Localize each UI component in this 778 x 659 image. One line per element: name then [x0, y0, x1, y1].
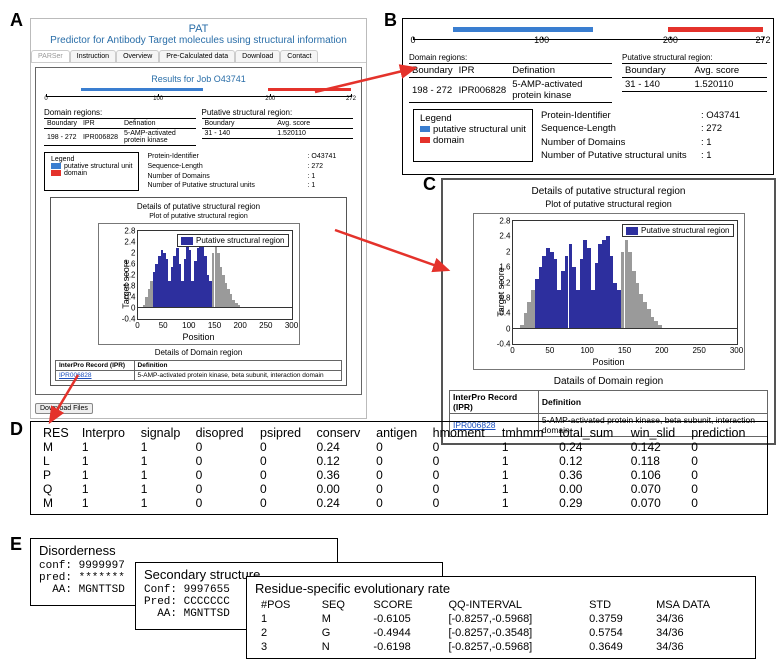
swatch-red	[420, 137, 430, 143]
region-columns-b: Domain regions: BoundaryIPRDefination 19…	[409, 53, 767, 103]
results-title: Results for Job O43741	[40, 74, 357, 84]
putative-region-col-b: Putative structural region: BoundaryAvg.…	[622, 53, 767, 103]
figure-root: A B C D E PAT Predictor for Antibody Tar…	[10, 10, 768, 646]
tab-parser[interactable]: PARSer	[31, 50, 70, 62]
legend-box: Legend putative structural unit domain P…	[44, 152, 353, 191]
tab-precalc[interactable]: Pre-Calculated data	[159, 50, 235, 62]
legend-meta-b: Protein-Identifier: O43741Sequence-Lengt…	[541, 109, 740, 162]
legend-title: Legend	[51, 156, 132, 163]
download-button[interactable]: Download Files	[35, 403, 93, 414]
panel-c-zoom: Details of putative structural region Pl…	[441, 178, 776, 445]
tab-contact[interactable]: Contact	[280, 50, 318, 62]
putative-region-col: Putative structural region: BoundaryAvg.…	[202, 108, 354, 146]
domain-regions-title: Domain regions:	[44, 108, 196, 117]
putative-region-title: Putative structural region:	[202, 108, 354, 117]
tab-instruction[interactable]: Instruction	[70, 50, 116, 62]
panel-b-zoom: 0100200272 Domain regions: BoundaryIPRDe…	[402, 18, 774, 175]
label-a: A	[10, 10, 23, 31]
legend-meta: Protein-Identifier: O43741Sequence-Lengt…	[147, 152, 336, 191]
tab-overview[interactable]: Overview	[116, 50, 159, 62]
label-b: B	[384, 10, 397, 31]
win-evolutionary-rate: Residue-specific evolutionary rate #POSS…	[246, 576, 756, 659]
app-subtitle: Predictor for Antibody Target molecules …	[31, 35, 366, 46]
sequence-ruler-a: 0100200272	[46, 88, 351, 102]
panel-e-windows: Disorderness conf: 9999997 pred: *******…	[30, 538, 750, 646]
domain-regions-col: Domain regions: BoundaryIPRDefination 19…	[44, 108, 196, 146]
legend-item-putative: putative structural unit	[51, 163, 132, 170]
results-panel: Results for Job O43741 0100200272 Domain…	[35, 67, 362, 395]
details-title-c: Details of putative structural region	[449, 186, 768, 197]
legend-item-domain: domain	[51, 170, 132, 177]
plot-title-c: Plot of putative structural region	[449, 199, 768, 209]
legend-left: Legend putative structural unit domain	[44, 152, 139, 191]
label-d: D	[10, 419, 23, 440]
sequence-ruler-b: 0100200272	[413, 27, 763, 45]
swatch-blue	[420, 126, 430, 132]
details-box-a: Details of putative structural region Pl…	[50, 197, 347, 386]
label-e: E	[10, 534, 22, 555]
residue-data-table: RESInterprosignalpdisopredpsipredconserv…	[39, 426, 759, 510]
domain-details-title: Details of Domain region	[55, 348, 342, 357]
tab-download[interactable]: Download	[235, 50, 280, 62]
swatch-blue	[51, 163, 61, 169]
domain-details-title-c: Datails of Domain region	[449, 376, 768, 387]
label-c: C	[423, 174, 436, 195]
chart-a: -0.400.40.81.21.622.42.80501001502002503…	[98, 223, 300, 345]
chart-c: -0.400.40.81.21.622.42.80501001502002503…	[473, 213, 745, 370]
ipr-link[interactable]: IPR006828	[59, 372, 92, 379]
plot-title: Plot of putative structural region	[55, 213, 342, 220]
evolutionary-rate-table: #POSSEQSCOREQQ-INTERVALSTDMSA DATA1M-0.6…	[255, 598, 747, 654]
domain-details-table: InterPro Record (IPR)Definition IPR00682…	[55, 360, 342, 381]
tab-bar: PARSer Instruction Overview Pre-Calculat…	[31, 50, 366, 63]
details-title: Details of putative structural region	[55, 202, 342, 211]
panel-d-table: RESInterprosignalpdisopredpsipredconserv…	[30, 421, 768, 515]
panel-a-app: PAT Predictor for Antibody Target molecu…	[30, 18, 367, 419]
legend-box-b: Legend putative structural unit domain P…	[413, 109, 763, 162]
region-columns: Domain regions: BoundaryIPRDefination 19…	[44, 108, 353, 146]
swatch-red	[51, 170, 61, 176]
domain-regions-col-b: Domain regions: BoundaryIPRDefination 19…	[409, 53, 612, 103]
domain-regions-table: BoundaryIPRDefination 198 - 272IPR006828…	[44, 118, 196, 146]
putative-region-table: BoundaryAvg. score 31 - 1401.520110	[202, 118, 354, 139]
app-title: PAT	[31, 19, 366, 35]
